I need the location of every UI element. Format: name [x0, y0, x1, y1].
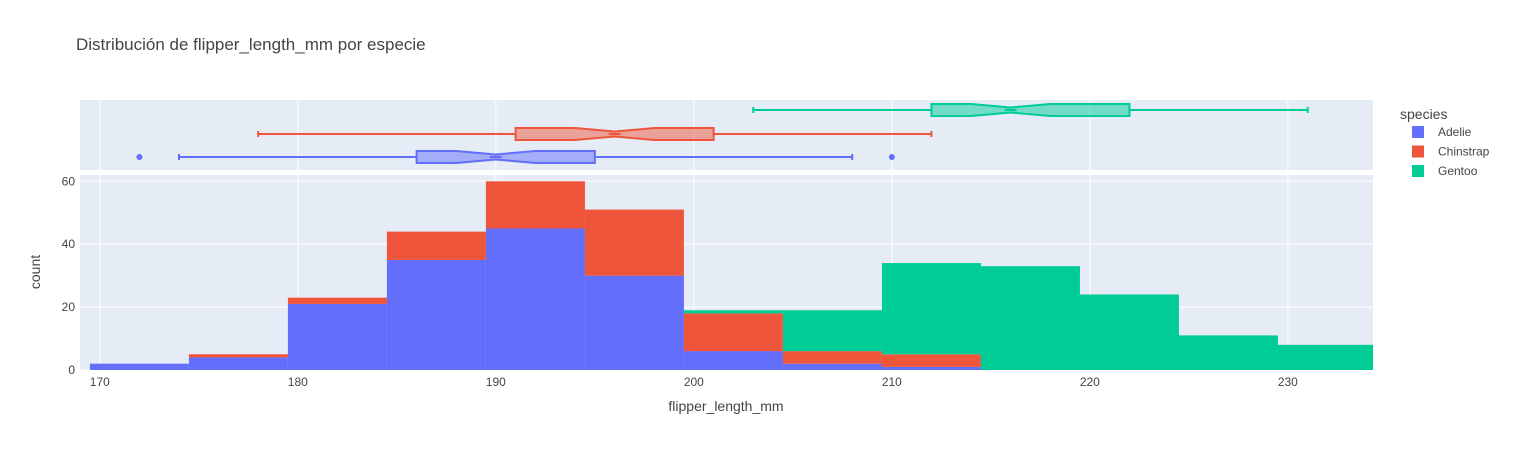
histogram-bar-chinstrap: [782, 351, 882, 364]
x-tick-label: 200: [684, 375, 704, 389]
histogram-bar-chinstrap: [485, 181, 585, 229]
legend-items: Adelie Chinstrap Gentoo: [1412, 125, 1490, 178]
x-tick-label: 230: [1278, 375, 1298, 389]
legend-label-gentoo: Gentoo: [1438, 164, 1478, 178]
histogram-bar-adelie: [89, 363, 189, 370]
bars-layer: [89, 181, 1373, 370]
chart-title: Distribución de flipper_length_mm por es…: [76, 35, 426, 54]
box-adelie: [415, 150, 596, 164]
histogram-bar-gentoo: [1079, 294, 1179, 370]
histogram-bar-chinstrap: [386, 231, 486, 260]
histogram-bar-chinstrap: [287, 297, 387, 304]
legend-label-adelie: Adelie: [1438, 125, 1472, 139]
histogram-bar-adelie: [881, 366, 981, 370]
histogram-bar-gentoo: [683, 310, 783, 314]
legend-swatch-adelie: [1412, 126, 1424, 138]
histogram-bar-gentoo: [1277, 344, 1373, 370]
legend: species Adelie Chinstrap Gentoo: [1400, 106, 1490, 178]
y-axis-label: count: [27, 255, 43, 289]
x-tick-label: 210: [882, 375, 902, 389]
y-tick-label: 40: [62, 237, 76, 251]
legend-title: species: [1400, 106, 1447, 122]
histogram-bar-adelie: [485, 228, 585, 370]
y-tick-label: 20: [62, 300, 76, 314]
histogram-bar-gentoo: [881, 263, 981, 355]
x-tick-label: 190: [486, 375, 506, 389]
box-gentoo: [930, 103, 1131, 117]
histogram-bar-adelie: [782, 363, 882, 370]
box-layer: [136, 103, 1309, 164]
histogram-bar-gentoo: [782, 310, 882, 352]
histogram-bar-adelie: [584, 275, 684, 370]
histogram-bar-chinstrap: [188, 354, 288, 358]
histogram-bar-gentoo: [1178, 335, 1278, 370]
legend-label-chinstrap: Chinstrap: [1438, 145, 1490, 159]
legend-swatch-chinstrap: [1412, 145, 1424, 158]
y-tick-label: 0: [68, 363, 75, 377]
x-axis-label: flipper_length_mm: [668, 398, 783, 414]
histogram-bar-gentoo: [980, 266, 1080, 370]
box-outlier-adelie: [888, 154, 895, 160]
x-tick-label: 220: [1080, 375, 1100, 389]
histogram-bar-adelie: [683, 351, 783, 370]
box-outlier-adelie: [136, 154, 143, 160]
legend-swatch-gentoo: [1412, 165, 1424, 177]
histogram-bar-adelie: [386, 259, 486, 370]
histogram-bar-chinstrap: [584, 209, 684, 276]
histogram-bar-chinstrap: [683, 313, 783, 352]
ticks-layer: 170 180 190 200 210 220 230 0 20 40 60: [62, 174, 1299, 389]
x-tick-label: 170: [90, 375, 110, 389]
histogram-bar-chinstrap: [881, 354, 981, 367]
histogram-bar-adelie: [287, 303, 387, 370]
x-tick-label: 180: [288, 375, 308, 389]
y-tick-label: 60: [62, 174, 76, 188]
histogram-bar-adelie: [188, 357, 288, 370]
